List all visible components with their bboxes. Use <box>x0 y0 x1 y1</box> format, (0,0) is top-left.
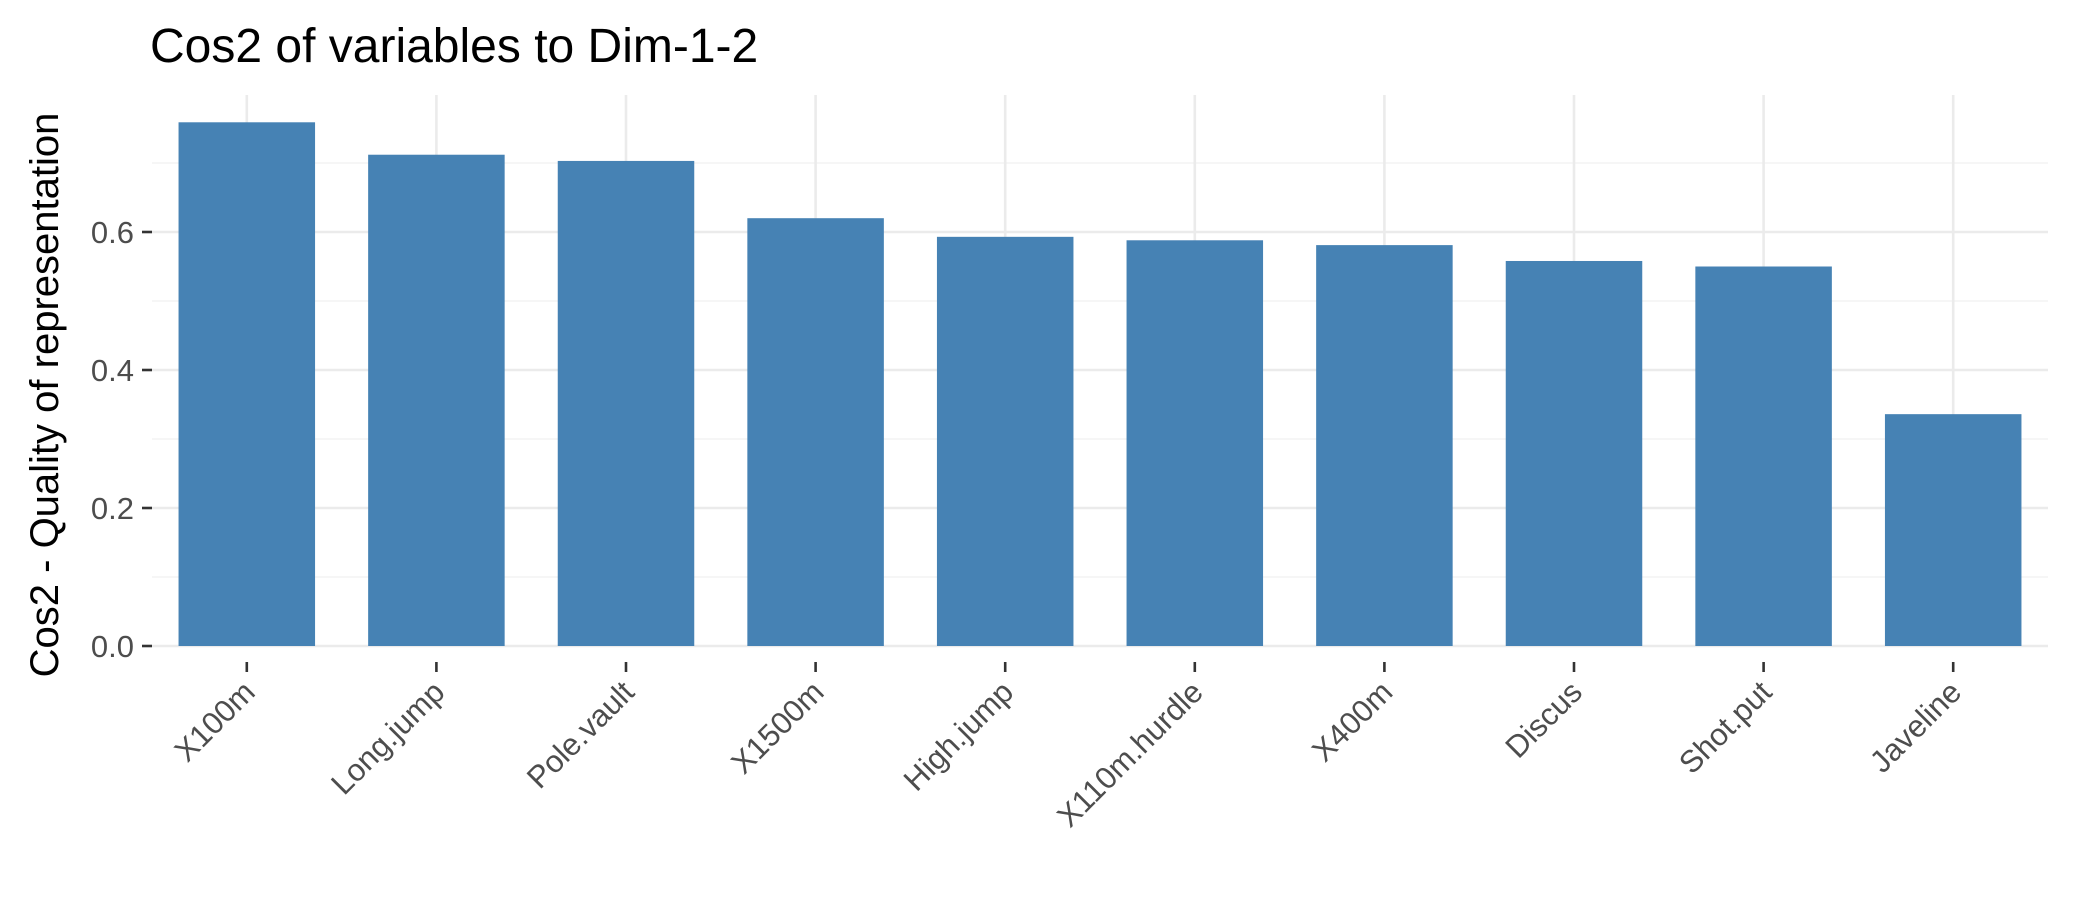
bar <box>1316 245 1453 647</box>
y-axis: 0.0 0.2 0.4 0.6 <box>91 215 152 664</box>
bar <box>1126 240 1264 646</box>
bar <box>747 218 884 646</box>
x-tick-label: X400m <box>1305 674 1399 768</box>
y-tick-label: 0.2 <box>91 491 134 526</box>
bar <box>178 122 316 647</box>
bar <box>1695 266 1832 646</box>
bar <box>1884 414 2022 646</box>
x-tick-label: High.jump <box>897 674 1020 797</box>
x-axis: X100m Long.jump Pole.vault X1500m High.jump X… <box>168 662 1968 834</box>
bar <box>557 160 695 646</box>
bar <box>368 154 505 646</box>
y-tick-label: 0.0 <box>91 629 134 664</box>
x-tick-label: Long.jump <box>324 674 451 801</box>
bar <box>936 236 1074 646</box>
x-tick-label: X110m.hurdle <box>1050 674 1210 834</box>
x-tick-label: Javeline <box>1863 674 1968 779</box>
x-tick-label: Shot.put <box>1672 674 1779 781</box>
bars <box>178 122 2022 647</box>
y-tick-label: 0.4 <box>91 353 134 388</box>
x-tick-label: Discus <box>1498 674 1589 765</box>
x-tick-label: X1500m <box>724 674 830 780</box>
chart-title: Cos2 of variables to Dim-1-2 <box>150 20 758 73</box>
y-tick-label: 0.6 <box>91 215 134 250</box>
y-axis-label: Cos2 - Quality of representation <box>23 113 67 678</box>
bar <box>1505 260 1643 646</box>
x-tick-label: X100m <box>168 674 262 768</box>
x-tick-label: Pole.vault <box>520 674 641 795</box>
